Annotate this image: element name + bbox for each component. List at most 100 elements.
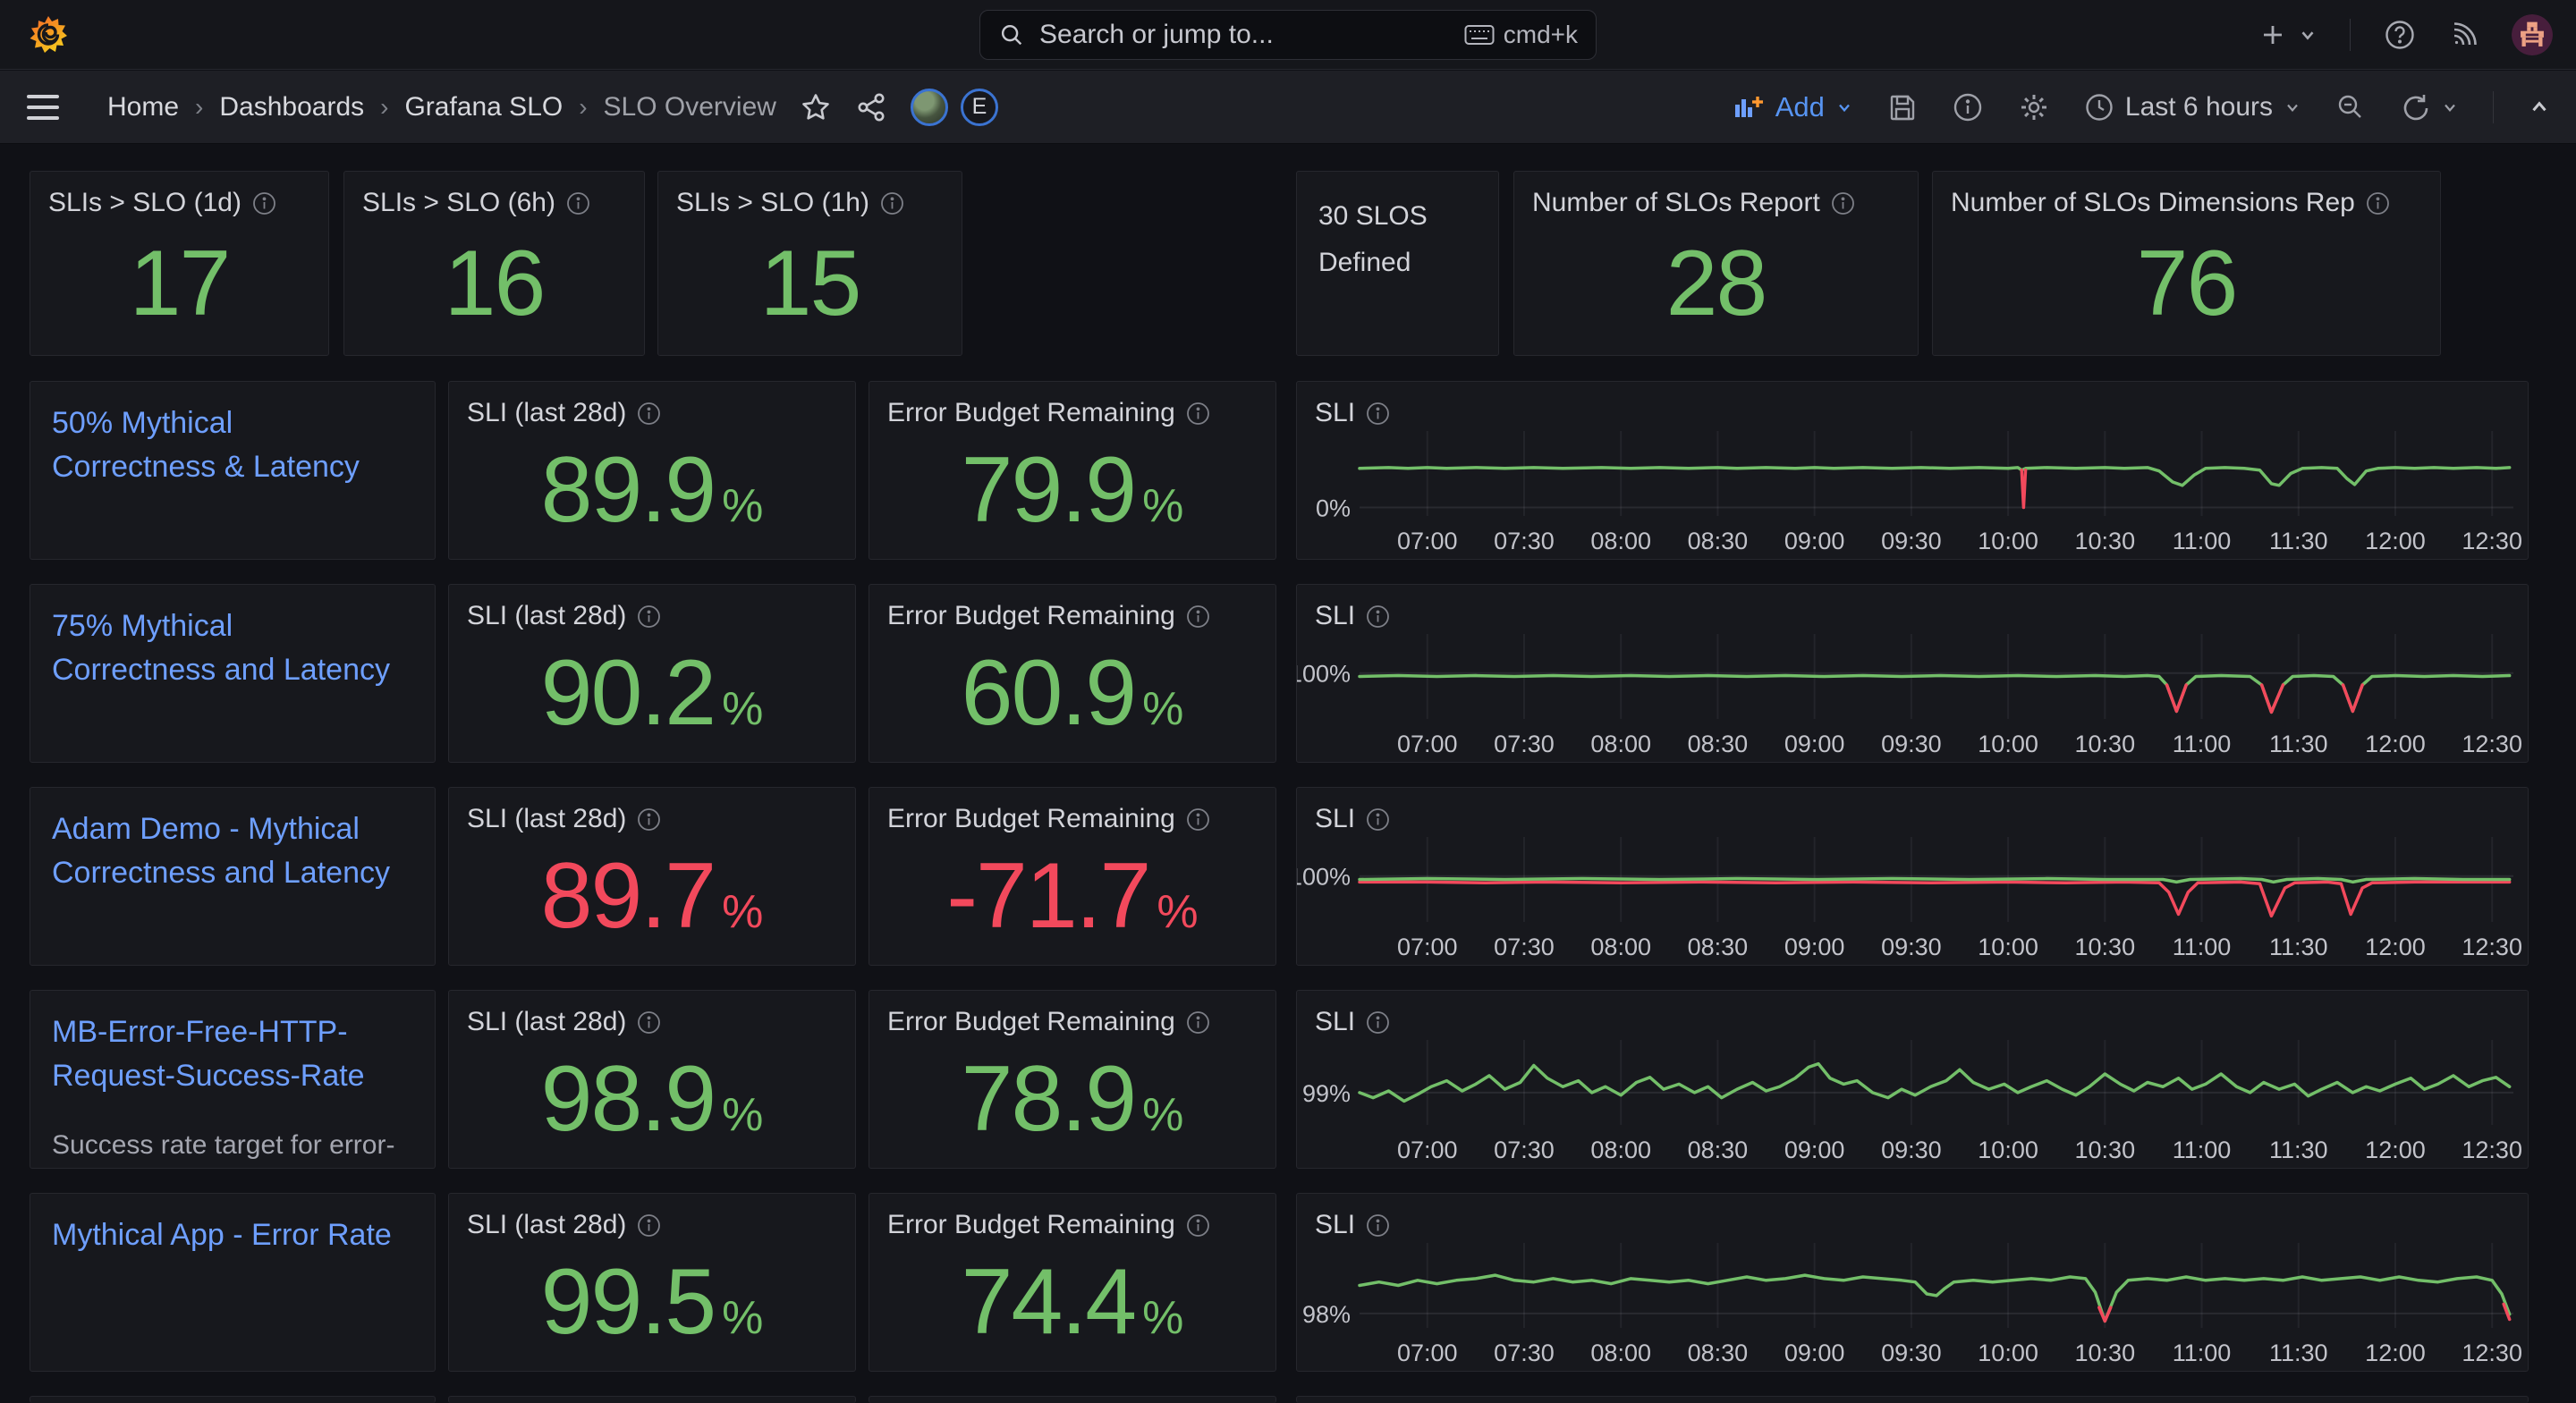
- search-placeholder: Search or jump to...: [1039, 20, 1274, 49]
- info-icon[interactable]: [2366, 191, 2390, 216]
- info-icon[interactable]: [1186, 401, 1210, 426]
- user-avatar[interactable]: [2512, 14, 2553, 55]
- info-icon[interactable]: [1831, 191, 1855, 216]
- x-axis-tick-label: 12:00: [2365, 1340, 2426, 1366]
- panel-title: SLI: [1315, 601, 1356, 630]
- error-budget-panel: Error Budget Remaining -71.7%: [869, 787, 1276, 966]
- sli-timeseries-chart[interactable]: 100% 07:00 07:30 08:00 08:30 09:00 09:30 10:00 1…: [1297, 585, 2529, 763]
- x-axis-tick-label: 08:00: [1590, 934, 1651, 960]
- viewer-avatar-photo[interactable]: [910, 88, 948, 126]
- time-range-label: Last 6 hours: [2124, 92, 2273, 122]
- panel-title: Error Budget Remaining: [887, 1007, 1175, 1036]
- panel-title: SLI: [1315, 1210, 1356, 1239]
- save-icon: [1890, 95, 1915, 121]
- info-icon[interactable]: [637, 401, 661, 426]
- stat-unit: %: [1142, 1089, 1184, 1141]
- x-axis-tick-label: 07:30: [1494, 1340, 1555, 1366]
- keyboard-icon: [1464, 25, 1495, 45]
- info-icon[interactable]: [252, 191, 276, 216]
- info-icon[interactable]: [566, 191, 590, 216]
- panel-title: SLI: [1315, 804, 1356, 833]
- stat-unit: %: [1142, 683, 1184, 735]
- sli-timeseries-chart[interactable]: 100% 07:00 07:30 08:00 08:30 09:00 09:30 10:00 1…: [1297, 788, 2529, 966]
- slo-dashboard-link[interactable]: 75% Mythical Correctness and Latency: [52, 609, 390, 688]
- x-axis-tick-label: 07:00: [1397, 934, 1458, 960]
- sli-timeseries-chart[interactable]: 0% 07:00 07:30 08:00 08:30 09:00 09:30 10:00 10:…: [1297, 382, 2529, 560]
- sli-timeseries-chart[interactable]: 99% 07:00 07:30 08:00 08:30 09:00 09:30 10:00 10…: [1297, 991, 2529, 1169]
- slo-dashboard-link[interactable]: Adam Demo - Mythical Correctness and Lat…: [52, 812, 390, 891]
- info-icon[interactable]: [1366, 1010, 1390, 1035]
- info-circle-icon: [1953, 93, 1982, 122]
- plus-icon: [2264, 26, 2282, 44]
- x-axis-tick-label: 09:00: [1784, 1340, 1845, 1366]
- slo-dashboard-link[interactable]: MB-Error-Free-HTTP-Request-Success-Rate: [52, 1015, 365, 1094]
- x-axis-tick-label: 10:30: [2075, 528, 2136, 554]
- info-icon[interactable]: [1366, 401, 1390, 426]
- new-create-button[interactable]: [2258, 21, 2318, 49]
- x-axis-tick-label: 11:30: [2269, 528, 2328, 554]
- slo-link-panel: Adam Demo - Mythical Correctness and Lat…: [30, 787, 436, 966]
- info-icon[interactable]: [637, 1213, 661, 1238]
- sli-chart-panel: SLI 100% 07:00 07:30 08:00 08:30 09:00 09:30 10:…: [1296, 584, 2529, 763]
- favorite-star-button[interactable]: [800, 91, 832, 123]
- collapse-toolbar-button[interactable]: [2528, 96, 2551, 119]
- x-axis-tick-label: 09:30: [1881, 528, 1942, 554]
- panel-title: SLI (last 28d): [467, 804, 627, 833]
- info-icon[interactable]: [637, 1010, 661, 1035]
- stat-unit: %: [1142, 1292, 1184, 1344]
- clock-icon: [2086, 94, 2113, 121]
- add-panel-button[interactable]: Add: [1733, 91, 1853, 123]
- info-icon[interactable]: [1366, 604, 1390, 629]
- sli-timeseries-chart[interactable]: 98% 07:00 07:30 08:00 08:30 09:00 09:30 10:00 10…: [1297, 1194, 2529, 1372]
- breadcrumb-item-grafana-slo[interactable]: Grafana SLO: [404, 91, 564, 122]
- breadcrumb-item-home[interactable]: Home: [107, 91, 180, 122]
- stat-value: 98.9%: [540, 1047, 764, 1151]
- save-dashboard-button[interactable]: [1887, 92, 1918, 123]
- zoom-out-time-button[interactable]: [2335, 92, 2366, 123]
- error-budget-panel: Error Budget Remaining 78.9%: [869, 990, 1276, 1169]
- info-icon[interactable]: [1366, 1213, 1390, 1238]
- info-icon[interactable]: [1186, 604, 1210, 629]
- info-icon[interactable]: [1186, 1213, 1210, 1238]
- slo-link-panel: Mythical App - Error Rate: [30, 1193, 436, 1372]
- next-row-panel-sliver: [1296, 1396, 2529, 1403]
- x-axis-tick-label: 12:00: [2365, 528, 2426, 554]
- x-axis-tick-label: 07:00: [1397, 528, 1458, 554]
- x-axis-tick-label: 07:00: [1397, 1137, 1458, 1163]
- stat-value: 28: [1665, 231, 1768, 335]
- stat-value: 90.2%: [540, 641, 764, 745]
- x-axis-tick-label: 08:30: [1688, 528, 1749, 554]
- stat-value: 60.9%: [961, 641, 1184, 745]
- time-range-picker[interactable]: Last 6 hours: [2084, 92, 2301, 123]
- mega-menu-toggle[interactable]: [27, 94, 59, 120]
- stat-panel-5: Number of SLOs Dimensions Rep 76: [1932, 171, 2441, 356]
- dashboard-settings-button[interactable]: [2018, 91, 2050, 123]
- breadcrumb-item-dashboards[interactable]: Dashboards: [219, 91, 365, 122]
- news-rss-button[interactable]: [2449, 20, 2479, 50]
- share-button[interactable]: [855, 91, 887, 123]
- search-shortcut: cmd+k: [1464, 21, 1578, 49]
- info-icon[interactable]: [880, 191, 904, 216]
- info-icon[interactable]: [1186, 807, 1210, 832]
- slo-description: Success rate target for error-free HTTP …: [52, 1129, 395, 1160]
- info-icon[interactable]: [1366, 807, 1390, 832]
- dashboard-insights-button[interactable]: [1952, 91, 1984, 123]
- info-icon[interactable]: [637, 807, 661, 832]
- search-input[interactable]: Search or jump to... cmd+k: [979, 10, 1597, 60]
- slo-dashboard-link[interactable]: Mythical App - Error Rate: [52, 1218, 392, 1252]
- refresh-icon: [2403, 95, 2428, 121]
- grafana-logo[interactable]: [23, 10, 73, 60]
- help-button[interactable]: [2383, 18, 2417, 52]
- sli-stat-panel: SLI (last 28d) 89.9%: [448, 381, 856, 560]
- refresh-button[interactable]: [2400, 92, 2459, 123]
- panel-title: SLI (last 28d): [467, 1210, 627, 1239]
- x-axis-tick-label: 07:30: [1494, 1137, 1555, 1163]
- info-icon[interactable]: [637, 604, 661, 629]
- chevron-down-icon: [2301, 31, 2314, 40]
- slo-dashboard-link[interactable]: 50% Mythical Correctness & Latency: [52, 406, 360, 485]
- top-navigation-bar: Search or jump to... cmd+k: [0, 0, 2576, 70]
- panel-title: SLIs > SLO (6h): [362, 188, 555, 217]
- info-icon[interactable]: [1186, 1010, 1210, 1035]
- x-axis-tick-label: 12:30: [2462, 1137, 2522, 1163]
- viewer-avatar-initial[interactable]: E: [960, 88, 998, 126]
